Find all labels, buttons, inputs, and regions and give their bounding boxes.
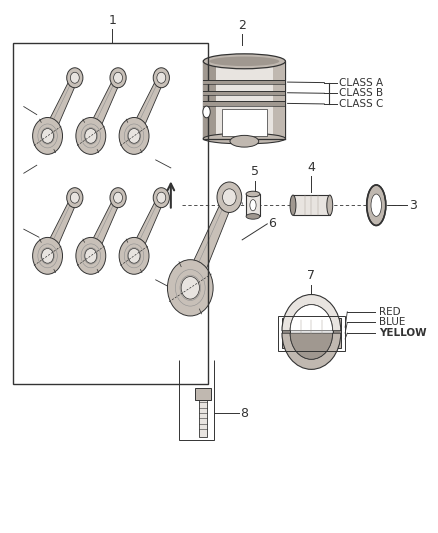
Text: 6: 6 [268,217,276,230]
Text: BLUE: BLUE [379,318,405,327]
Circle shape [76,237,106,274]
Text: 1: 1 [109,14,117,27]
Text: 4: 4 [307,161,315,174]
Bar [282,318,290,348]
Ellipse shape [327,195,333,215]
Circle shape [223,189,236,206]
Circle shape [85,248,97,263]
Bar [203,61,215,139]
Text: CLASS B: CLASS B [339,88,384,98]
Circle shape [110,68,126,88]
Circle shape [42,248,53,263]
Text: CLASS C: CLASS C [339,99,384,109]
Bar [13,43,208,384]
Ellipse shape [203,133,286,144]
Circle shape [119,237,149,274]
Wedge shape [290,305,332,331]
Ellipse shape [246,214,260,219]
Circle shape [32,117,63,155]
Ellipse shape [203,54,286,69]
Text: 8: 8 [240,407,248,419]
Polygon shape [186,190,232,298]
Wedge shape [282,333,341,369]
Circle shape [67,68,83,88]
Text: RED: RED [379,307,400,317]
Ellipse shape [371,194,381,216]
Circle shape [85,128,97,143]
Text: 5: 5 [251,165,259,178]
Polygon shape [45,193,77,262]
Circle shape [110,188,126,208]
Circle shape [128,248,140,263]
Ellipse shape [230,135,259,147]
Text: CLASS A: CLASS A [339,78,384,87]
Circle shape [217,182,242,213]
Bar [222,109,267,136]
Bar [203,61,286,139]
Circle shape [153,68,170,88]
Circle shape [157,72,166,83]
Polygon shape [131,193,163,262]
Bar [199,400,207,437]
Circle shape [113,72,123,83]
Ellipse shape [250,199,256,211]
Ellipse shape [203,106,210,118]
Text: YELLOW: YELLOW [379,328,427,338]
Circle shape [153,188,170,208]
Ellipse shape [246,191,260,197]
Bar [278,316,345,351]
Polygon shape [88,74,120,142]
Bar [203,80,286,84]
Text: 2: 2 [238,19,246,32]
Wedge shape [282,295,341,331]
Bar [203,101,286,106]
Bar [273,61,286,139]
Circle shape [157,192,166,203]
Ellipse shape [367,185,386,225]
Text: 7: 7 [307,270,315,282]
Polygon shape [45,74,77,142]
Wedge shape [290,333,332,359]
Circle shape [67,188,83,208]
Bar [332,318,341,348]
Bar [195,388,211,400]
Circle shape [32,237,63,274]
Circle shape [128,128,140,143]
Ellipse shape [290,195,296,215]
Circle shape [113,192,123,203]
Ellipse shape [209,56,279,66]
Circle shape [167,260,213,316]
Polygon shape [88,193,120,262]
Bar [203,91,286,95]
Text: 3: 3 [409,199,417,212]
Bar [246,194,260,216]
Polygon shape [131,74,163,142]
Circle shape [76,117,106,155]
Circle shape [71,192,79,203]
Circle shape [119,117,149,155]
Circle shape [42,128,53,143]
Circle shape [181,277,199,299]
Circle shape [71,72,79,83]
Bar [293,195,330,215]
